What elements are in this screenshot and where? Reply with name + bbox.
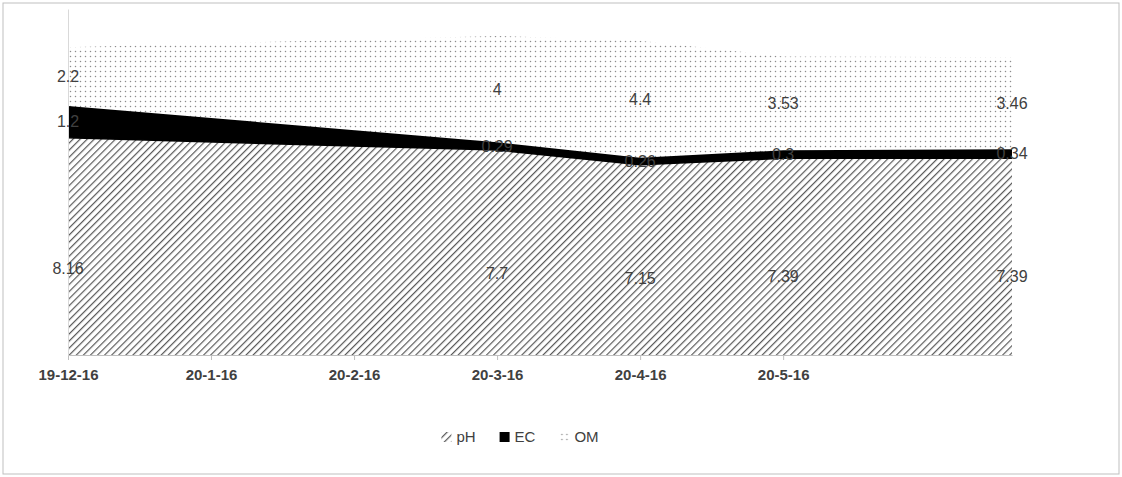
data-label: 0.26: [625, 153, 656, 170]
legend-item: pH: [441, 428, 475, 445]
x-tick-label: 20-4-16: [615, 366, 667, 383]
data-label: 4.4: [629, 91, 651, 108]
x-tick: 19-12-16: [38, 355, 98, 383]
data-label: 7.39: [996, 268, 1027, 285]
data-labels: 8.16 7.7 7.15 7.39 7.39 1.2 0.29 0.26 0.3 0.34 2.2…: [52, 68, 1027, 287]
data-label: 8.16: [52, 260, 83, 277]
data-label: 7.15: [625, 270, 656, 287]
data-label: 0.29: [482, 138, 513, 155]
area-ph: [68, 138, 1012, 355]
legend-item: EC: [500, 428, 536, 445]
x-tick-mark: [783, 355, 784, 360]
legend-label: EC: [515, 428, 536, 445]
x-tick: 20-3-16: [472, 355, 524, 383]
legend-item: OM: [559, 428, 598, 445]
data-label: 4: [493, 81, 502, 98]
data-label: 0.3: [772, 146, 794, 163]
legend-label: OM: [574, 428, 598, 445]
x-tick-mark: [354, 355, 355, 360]
x-tick-label: 20-1-16: [186, 366, 238, 383]
plot: 19-12-16 20-1-16 20-2-16 20-3-16 20-4-16 20-5…: [38, 10, 1027, 383]
area-om: [68, 36, 1012, 158]
legend-label: pH: [456, 428, 475, 445]
legend-swatch: [559, 432, 569, 442]
legend-swatch: [441, 432, 451, 442]
x-tick-mark: [68, 355, 69, 360]
legend-swatch: [500, 432, 510, 442]
areas: [68, 36, 1012, 355]
x-axis-line: [69, 355, 1013, 356]
x-axis: 19-12-16 20-1-16 20-2-16 20-3-16 20-4-16 20-5…: [38, 355, 1012, 383]
data-label: 7.7: [486, 265, 508, 282]
x-tick-label: 19-12-16: [38, 366, 98, 383]
x-tick: 20-1-16: [186, 355, 238, 383]
chart-frame: [3, 3, 1119, 474]
x-tick-label: 20-3-16: [472, 366, 524, 383]
data-label: 1.2: [57, 113, 79, 130]
x-tick: 20-4-16: [615, 355, 667, 383]
x-tick: 20-2-16: [329, 355, 381, 383]
y-axis: [68, 10, 69, 356]
legend: pH EC OM: [441, 428, 598, 445]
data-label: 2.2: [57, 68, 79, 85]
x-tick-mark: [211, 355, 212, 360]
data-label: 0.34: [996, 145, 1027, 162]
x-tick: 20-5-16: [758, 355, 810, 383]
x-tick-label: 20-2-16: [329, 366, 381, 383]
data-label: 3.53: [768, 95, 799, 112]
x-tick-mark: [640, 355, 641, 360]
data-label: 7.39: [768, 268, 799, 285]
y-axis-line: [68, 10, 69, 356]
data-label: 3.46: [996, 95, 1027, 112]
x-tick-mark: [497, 355, 498, 360]
chart: 19-12-16 20-1-16 20-2-16 20-3-16 20-4-16 20-5…: [0, 0, 1122, 477]
x-tick-label: 20-5-16: [758, 366, 810, 383]
